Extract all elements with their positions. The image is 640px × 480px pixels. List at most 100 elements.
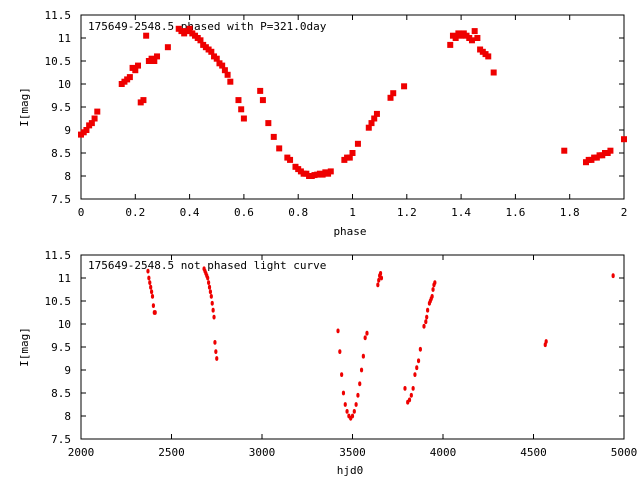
data-point <box>154 53 161 60</box>
data-points <box>78 25 627 179</box>
data-point <box>359 367 364 373</box>
data-point <box>340 372 344 377</box>
data-point <box>401 83 408 90</box>
y-tick-label: 8 <box>64 170 71 183</box>
data-point <box>164 44 171 51</box>
data-point <box>146 268 150 274</box>
y-tick-label: 8 <box>64 410 71 423</box>
data-point <box>378 271 383 276</box>
data-point <box>327 168 334 175</box>
data-point <box>468 37 475 44</box>
data-point <box>376 282 380 288</box>
data-points <box>146 266 615 421</box>
data-point <box>368 120 375 127</box>
y-tick-label: 9.5 <box>51 341 71 354</box>
data-point <box>490 69 497 76</box>
data-point <box>135 62 142 69</box>
data-point <box>356 392 360 398</box>
data-point <box>425 314 429 320</box>
data-point <box>390 90 397 97</box>
data-point <box>153 310 157 315</box>
x-tick-label: 0.4 <box>180 206 200 219</box>
x-tick-label: 3500 <box>339 446 366 459</box>
data-point <box>238 106 245 113</box>
data-point <box>197 37 204 44</box>
data-point <box>212 314 216 320</box>
y-tick-label: 11.5 <box>45 249 72 262</box>
data-point <box>208 289 213 295</box>
x-tick-label: 1.6 <box>505 206 525 219</box>
data-point <box>91 115 98 122</box>
data-point <box>338 349 342 354</box>
y-axis-label: I[mag] <box>18 327 31 367</box>
data-point <box>257 87 264 94</box>
data-point <box>415 365 419 371</box>
data-point <box>407 397 412 403</box>
data-point <box>224 71 231 78</box>
data-point <box>206 275 210 281</box>
data-point <box>430 294 434 299</box>
data-point <box>126 74 133 81</box>
x-tick-label: 1 <box>349 206 356 219</box>
chart-title: 175649-2548.5 not phased light curve <box>88 259 326 272</box>
x-tick-label: 0.8 <box>288 206 308 219</box>
data-point <box>345 409 349 414</box>
data-point <box>235 97 242 104</box>
data-point <box>371 115 378 122</box>
data-point <box>544 339 548 344</box>
data-point <box>349 150 356 156</box>
data-point <box>363 335 367 341</box>
data-point <box>211 307 215 313</box>
y-tick-label: 10.5 <box>45 55 72 68</box>
data-point <box>474 35 481 41</box>
x-axis-label: hjd0 <box>337 464 364 477</box>
data-point <box>350 413 355 419</box>
x-tick-label: 3000 <box>249 446 276 459</box>
x-axis-label: phase <box>333 225 366 238</box>
x-tick-label: 0.6 <box>234 206 254 219</box>
axis-ticks: 0 0.2 0.4 0.6 0.8 1 1.2 1.4 1.6 1.8 2 7.5 8 8.5 9 9.5 10… <box>45 9 628 219</box>
data-point <box>186 25 193 32</box>
x-tick-label: 0.2 <box>125 206 145 219</box>
y-tick-label: 11 <box>58 32 71 45</box>
data-point <box>416 358 421 364</box>
y-tick-label: 8.5 <box>51 387 71 400</box>
data-point <box>365 124 372 131</box>
x-tick-label: 0 <box>78 206 85 219</box>
data-point <box>149 284 153 290</box>
data-point <box>411 386 415 391</box>
axis-ticks: 2000 2500 3000 3500 4000 4500 5000 7.5 8 8.5 9 9.5 1… <box>45 249 638 459</box>
y-tick-label: 10 <box>58 318 71 331</box>
data-point <box>361 353 365 359</box>
data-point <box>354 140 361 147</box>
data-point <box>143 32 150 39</box>
data-point <box>207 280 211 285</box>
data-point <box>265 120 272 127</box>
x-tick-label: 2500 <box>158 446 185 459</box>
data-point <box>214 349 218 354</box>
data-point <box>88 120 95 127</box>
data-point <box>403 386 407 391</box>
data-point <box>561 147 568 154</box>
data-point <box>485 53 492 60</box>
data-point <box>270 133 277 140</box>
data-point <box>209 294 213 299</box>
x-tick-label: 1.4 <box>451 206 471 219</box>
data-point <box>447 41 454 48</box>
data-point <box>422 323 426 329</box>
data-point <box>147 275 151 281</box>
data-point <box>431 287 435 292</box>
y-tick-label: 11 <box>58 272 71 285</box>
data-point <box>213 340 217 345</box>
y-tick-label: 11.5 <box>45 9 72 22</box>
data-point <box>210 300 214 306</box>
data-point <box>287 156 294 163</box>
data-point <box>424 319 428 325</box>
data-point <box>387 94 394 101</box>
data-point <box>471 28 478 35</box>
data-point <box>140 97 147 104</box>
data-point <box>354 402 358 407</box>
y-axis-label: I[mag] <box>18 87 31 127</box>
data-point <box>377 277 381 283</box>
data-point <box>132 67 139 74</box>
